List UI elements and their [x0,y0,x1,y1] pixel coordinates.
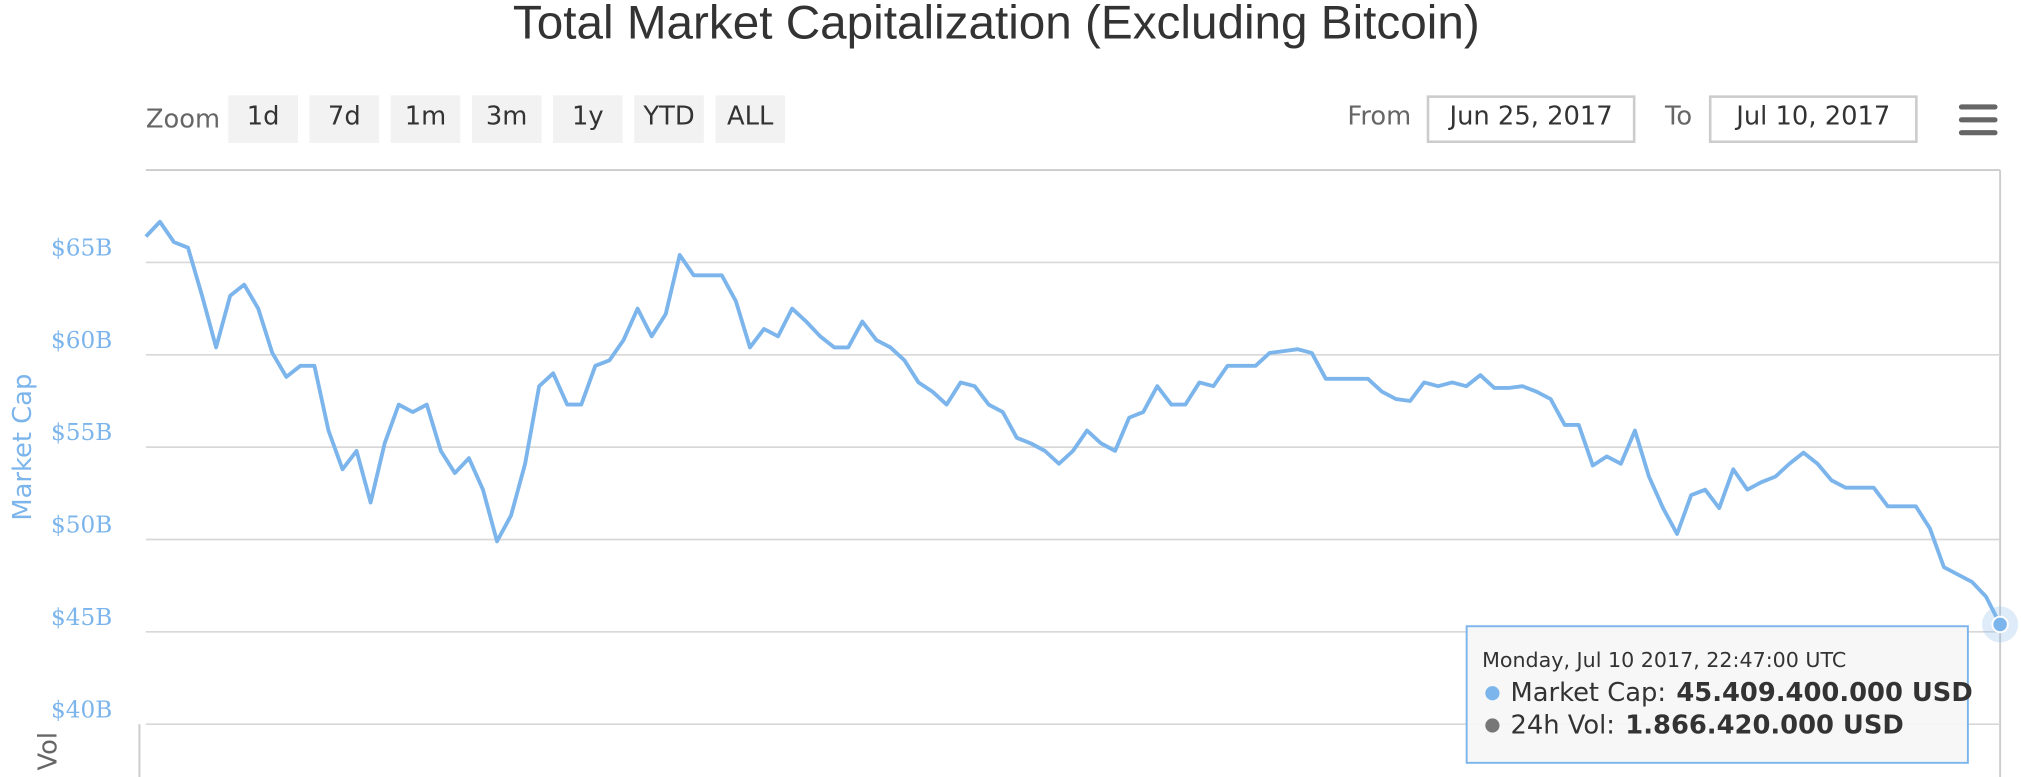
menu-bar [1958,130,1998,136]
zoom-button[interactable]: 1m [405,102,447,132]
zoom-button[interactable]: 7d [328,102,361,132]
zoom-button-bg[interactable] [553,95,623,144]
y-tick-label: $45B [51,604,112,631]
zoom-button[interactable]: YTD [642,102,694,132]
zoom-button-bg[interactable] [471,95,542,144]
tooltip-series-name: Market Cap: [1510,678,1666,708]
tooltip-dot [1485,686,1500,701]
zoom-button-bg[interactable] [715,95,786,144]
zoom-button-bg[interactable] [309,95,380,144]
zoom-buttons: 1d 7d 1m 3m 1y YTD ALL [228,95,786,144]
y-tick-label: $60B [51,327,112,354]
from-date[interactable]: Jun 25, 2017 [1447,102,1612,132]
chart-title: Total Market Capitalization (Excluding B… [513,0,1480,49]
tooltip-rows: Market Cap: 45.409.400.000 USD 24h Vol: 1.8… [1485,678,1973,740]
tooltip-value: 1.866.420.000 USD [1625,710,1903,740]
zoom-button[interactable]: ALL [727,102,774,132]
tooltip: Monday, Jul 10 2017, 22:47:00 UTC Market… [1465,625,1973,764]
market-cap-line [144,219,2002,626]
zoom-button-bg[interactable] [390,95,461,144]
volume-axis-title: Vol [34,732,64,771]
tooltip-date: Monday, Jul 10 2017, 22:47:00 UTC [1482,648,1846,672]
from-input[interactable] [1426,95,1636,144]
to-date[interactable]: Jul 10, 2017 [1734,102,1890,132]
tooltip-series-name: 24h Vol: [1510,710,1615,740]
y-tick-label: $40B [51,696,112,723]
tooltip-row: Market Cap: 45.409.400.000 USD [1510,678,1972,708]
tooltip-box [1465,625,1969,764]
zoom-label: Zoom [146,104,220,134]
zoom-button[interactable]: 1y [572,102,604,132]
zoom-button-bg[interactable] [634,95,704,144]
tooltip-dot [1485,718,1500,733]
to-input[interactable] [1708,95,1918,144]
menu-bar [1958,104,1998,110]
from-label: From [1347,102,1411,132]
tooltip-row: 24h Vol: 1.866.420.000 USD [1510,710,1903,740]
zoom-button-bg[interactable] [228,95,298,144]
zoom-button[interactable]: 3m [486,102,528,132]
zoom-button[interactable]: 1d [247,102,280,132]
tooltip-value: 45.409.400.000 USD [1676,678,1972,708]
menu-bar [1958,117,1998,123]
hover-point [1991,615,2009,634]
y-axis-title: Market Cap [8,374,38,521]
menu-button[interactable] [1958,104,1998,136]
to-label: To [1664,102,1692,132]
y-tick-label: $55B [51,419,112,446]
y-tick-label: $50B [51,512,112,539]
y-tick-label: $65B [51,235,112,262]
